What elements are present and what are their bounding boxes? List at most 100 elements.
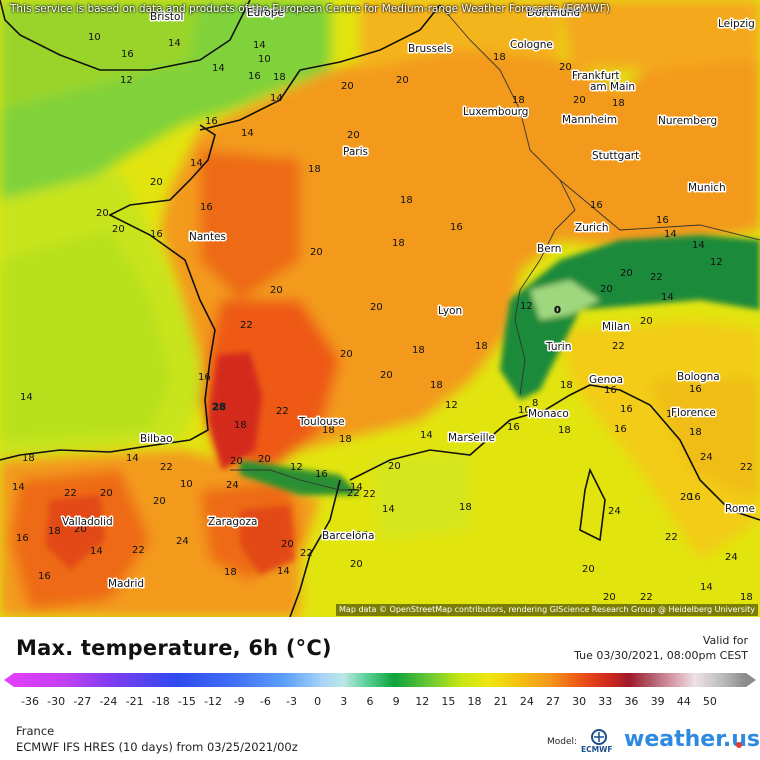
contour-label: 16 (614, 424, 627, 435)
contour-label: 14 (212, 63, 225, 74)
contour-label: 14 (190, 158, 203, 169)
weather-map: 10 16 14 14 10 16 18 14 12 14 14 14 16 20 18 20 20 18 18 20… (0, 0, 760, 617)
contour-label: 16 (688, 492, 701, 503)
contour-label: 20 (270, 285, 283, 296)
contour-label: 20 (341, 81, 354, 92)
contour-label: 10 (258, 54, 271, 65)
city-label: Frankfurt (572, 70, 620, 82)
city-label-halo: Stuttgart (592, 150, 639, 162)
contour-label: 20 (380, 370, 393, 381)
city-label: Nuremberg (658, 115, 717, 127)
contour-label: 18 (322, 425, 335, 436)
legend-tick: 33 (598, 695, 613, 708)
city-label-halo: Nantes (189, 231, 226, 243)
contour-label: 18 (493, 52, 506, 63)
city-label: Bilbao (140, 433, 173, 445)
city-label: Valladolid (62, 516, 113, 528)
legend-tick: 39 (650, 695, 665, 708)
legend-tick: -30 (47, 695, 66, 708)
contour-label: 20 (100, 488, 113, 499)
legend-tick: -6 (259, 695, 271, 708)
legend-tick: 6 (366, 695, 374, 708)
legend-tick: -36 (21, 695, 39, 708)
contour-label: 18 (308, 164, 321, 175)
city-label-halo: Bilbao (140, 433, 173, 445)
city-label-halo: Bern (537, 243, 561, 255)
contour-label: 16 (620, 404, 633, 415)
contour-label: 18 (412, 345, 425, 356)
contour-label: 18 (558, 425, 571, 436)
contour-label: 12 (445, 400, 458, 411)
contour-label: 22 (276, 406, 289, 417)
city-label: Lyon (438, 305, 462, 317)
legend-tick: 44 (676, 695, 691, 708)
city-label: Milan (602, 321, 630, 333)
contour-label: 14 (126, 453, 139, 464)
legend-tick: 15 (441, 695, 456, 708)
contour-label: 18 (459, 502, 472, 513)
brand-logo[interactable]: weather.us (624, 727, 760, 752)
contour-label: 16 (16, 533, 29, 544)
city-label-halo: Toulouse (298, 416, 345, 428)
contour-label: 12 (356, 530, 369, 541)
contour-label: 20 (620, 268, 633, 279)
contour-label: 22 (132, 545, 145, 556)
city-label: Brussels (408, 43, 452, 55)
legend-tick: 30 (572, 695, 587, 708)
city-label: Zurich (575, 222, 609, 234)
temperature-legend (0, 670, 760, 690)
mild-zone-belgium (360, 0, 560, 70)
contour-label: 18 (48, 526, 61, 537)
contour-label: 18 (400, 195, 413, 206)
city-label: Zaragoza (208, 516, 257, 528)
city-label-halo: Madrid (108, 578, 144, 590)
tyrrhenian-zone (640, 520, 760, 617)
contour-label: 12 (290, 462, 303, 473)
legend-tick: 9 (392, 695, 400, 708)
city-label-halo: Valladolid (62, 516, 113, 528)
city-label-halo: Frankfurt (572, 70, 620, 82)
contour-label: 22 (64, 488, 77, 499)
ecmwf-logo-text: ECMWF (581, 745, 613, 754)
contour-label: 18 (560, 380, 573, 391)
legend-tick: 36 (624, 695, 639, 708)
contour-label: 24 (725, 552, 738, 563)
city-label-halo: Monaco (528, 408, 569, 420)
contour-label: 14 (664, 229, 677, 240)
city-label-halo: Marseille (448, 432, 495, 444)
contour-label: 20 (559, 62, 572, 73)
city-label: Bologna (677, 371, 720, 383)
contour-label: 16 (200, 202, 213, 213)
contour-label: 22 (740, 462, 753, 473)
legend-gradient (14, 673, 746, 687)
legend-tick: 24 (519, 695, 534, 708)
contour-label: 20 (370, 302, 383, 313)
legend-tick: -12 (204, 695, 223, 708)
contour-label: 24 (176, 536, 189, 547)
legend-tick: -21 (125, 695, 144, 708)
contour-label: 20 (680, 492, 693, 503)
contour-label: 18 (430, 380, 443, 391)
city-label: Barcelona (322, 530, 374, 542)
city-label-halo: Barcelona (322, 530, 374, 542)
contour-label: 20 (340, 349, 353, 360)
contour-label: 14 (270, 93, 283, 104)
contour-label: 20 (310, 247, 323, 258)
contour-label: 16 (590, 200, 603, 211)
legend-tick: 0 (314, 695, 322, 708)
contour-label: 24 (608, 506, 621, 517)
valid-label: Valid for (702, 634, 748, 647)
contour-label: 18 (234, 420, 247, 431)
contour-label: 18 (224, 567, 237, 578)
city-label-halo: Genoa (589, 374, 623, 386)
city-label: Luxembourg (463, 106, 528, 118)
contour-label: 14 (253, 40, 266, 51)
contour-label: 14 (20, 392, 33, 403)
very-hot-zone-bordeaux (208, 352, 262, 470)
legend-tick: -9 (233, 695, 245, 708)
mild-zone-adriatic (650, 380, 760, 500)
contour-label: 16 (450, 222, 463, 233)
map-title: Max. temperature, 6h (°C) (16, 636, 332, 660)
region-label: France (16, 724, 55, 738)
